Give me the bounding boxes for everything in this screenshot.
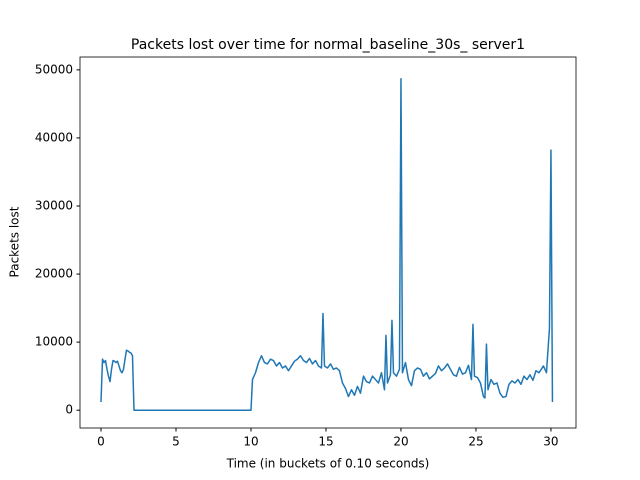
x-tick-label: 5 [172, 435, 180, 449]
y-tick-label: 20000 [35, 267, 73, 281]
x-tick-label: 20 [393, 435, 408, 449]
x-tick-label: 10 [243, 435, 258, 449]
y-tick-label: 0 [65, 403, 73, 417]
y-tick-label: 50000 [35, 62, 73, 76]
x-tick-label: 0 [97, 435, 105, 449]
x-tick-label: 15 [318, 435, 333, 449]
x-axis-label: Time (in buckets of 0.10 seconds) [226, 457, 430, 471]
x-tick-label: 25 [468, 435, 483, 449]
y-tick-label: 30000 [35, 198, 73, 212]
y-axis-label: Packets lost [8, 206, 22, 277]
x-tick-label: 30 [543, 435, 558, 449]
axes-frame [79, 56, 577, 429]
y-tick-label: 10000 [35, 335, 73, 349]
chart-title: Packets lost over time for normal_baseli… [131, 37, 525, 53]
data-line [100, 77, 554, 411]
y-tick-label: 40000 [35, 130, 73, 144]
